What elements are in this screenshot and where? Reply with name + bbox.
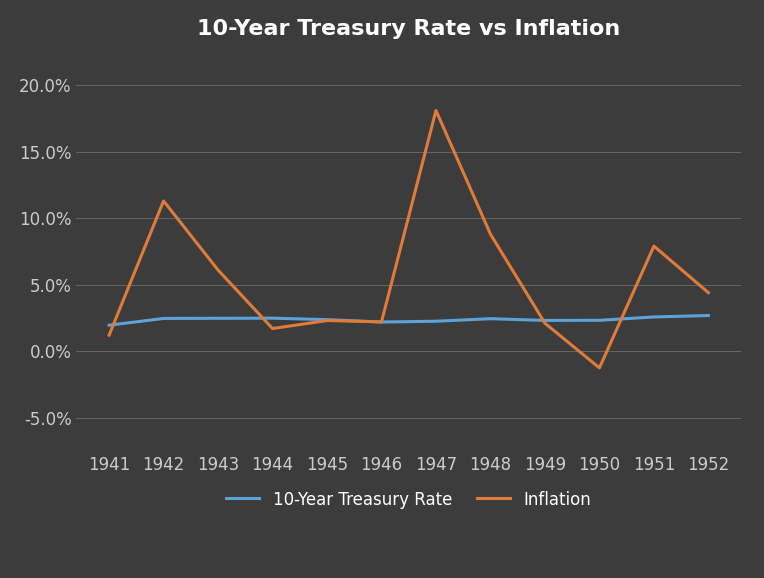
10-Year Treasury Rate [268, 314, 277, 321]
Inflation [432, 107, 441, 114]
10-Year Treasury Rate [432, 318, 441, 325]
Line: 10-Year Treasury Rate: 10-Year Treasury Rate [109, 316, 708, 325]
Title: 10-Year Treasury Rate vs Inflation: 10-Year Treasury Rate vs Inflation [197, 19, 620, 39]
10-Year Treasury Rate [377, 318, 386, 325]
Inflation [213, 266, 222, 273]
10-Year Treasury Rate [540, 317, 549, 324]
Inflation [704, 289, 713, 296]
10-Year Treasury Rate [322, 316, 332, 323]
Inflation [159, 198, 168, 205]
Inflation [595, 364, 604, 371]
Inflation [377, 318, 386, 325]
10-Year Treasury Rate [486, 315, 495, 322]
Inflation [486, 231, 495, 238]
10-Year Treasury Rate [649, 313, 659, 320]
Line: Inflation: Inflation [109, 110, 708, 368]
Inflation [322, 317, 332, 324]
Inflation [105, 332, 114, 339]
Inflation [540, 320, 549, 327]
Inflation [268, 325, 277, 332]
10-Year Treasury Rate [159, 315, 168, 322]
10-Year Treasury Rate [704, 312, 713, 319]
10-Year Treasury Rate [595, 317, 604, 324]
10-Year Treasury Rate [213, 315, 222, 322]
Inflation [649, 243, 659, 250]
10-Year Treasury Rate [105, 322, 114, 329]
Legend: 10-Year Treasury Rate, Inflation: 10-Year Treasury Rate, Inflation [212, 477, 605, 523]
